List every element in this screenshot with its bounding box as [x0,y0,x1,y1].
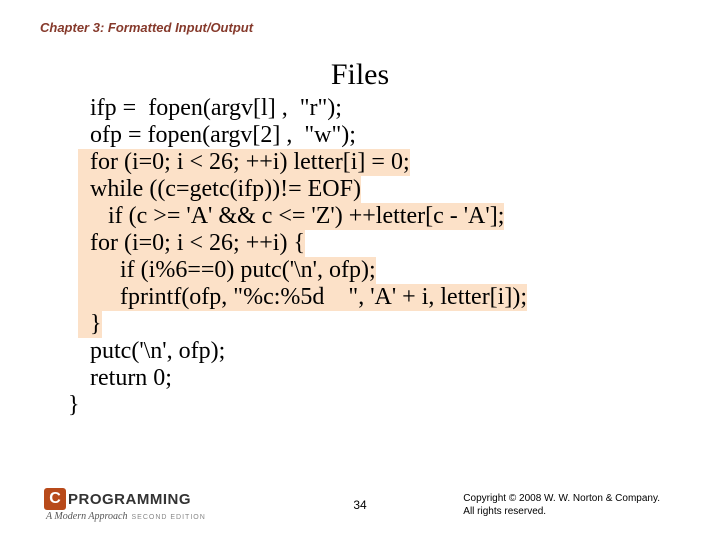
code-line: for (i=0; i < 26; ++i) { [78,230,527,257]
logo-sub-text: A Modern Approach [46,511,127,522]
code-highlight: if (c >= 'A' && c <= 'Z') ++letter[c - '… [78,203,504,230]
code-highlight: for (i=0; i < 26; ++i) { [78,230,305,257]
logo-c-badge: C [44,488,66,510]
code-line: ofp = fopen(argv[2] , "w"); [78,122,527,149]
code-line: if (i%6==0) putc('\n', ofp); [78,257,527,284]
slide: Chapter 3: Formatted Input/Output Files … [0,0,720,540]
code-line: } [68,392,527,419]
code-line: fprintf(ofp, "%c:%5d ", 'A' + i, letter[… [78,284,527,311]
slide-title: Files [0,58,720,92]
logo-text: PROGRAMMING [68,491,191,508]
copyright-line: All rights reserved. [463,505,660,518]
code-highlight: fprintf(ofp, "%c:%5d ", 'A' + i, letter[… [78,284,527,311]
code-highlight: while ((c=getc(ifp))!= EOF) [78,176,361,203]
code-line: for (i=0; i < 26; ++i) letter[i] = 0; [78,149,527,176]
code-highlight: for (i=0; i < 26; ++i) letter[i] = 0; [78,149,410,176]
code-line: while ((c=getc(ifp))!= EOF) [78,176,527,203]
book-logo: CPROGRAMMING A Modern Approach SECOND EDI… [44,488,206,522]
code-line: putc('\n', ofp); [78,338,527,365]
logo-subtitle: A Modern Approach SECOND EDITION [46,511,206,522]
code-highlight: } [78,311,102,338]
code-line: if (c >= 'A' && c <= 'Z') ++letter[c - '… [78,203,527,230]
code-line: } [78,311,527,338]
copyright-line: Copyright © 2008 W. W. Norton & Company. [463,492,660,505]
code-line: ifp = fopen(argv[l] , "r"); [78,95,527,122]
chapter-header: Chapter 3: Formatted Input/Output [40,20,253,35]
code-line: return 0; [78,365,527,392]
code-block: ifp = fopen(argv[l] , "r"); ofp = fopen(… [78,95,527,419]
code-highlight: if (i%6==0) putc('\n', ofp); [78,257,376,284]
logo-edition: SECOND EDITION [131,514,205,521]
copyright: Copyright © 2008 W. W. Norton & Company.… [463,492,660,518]
